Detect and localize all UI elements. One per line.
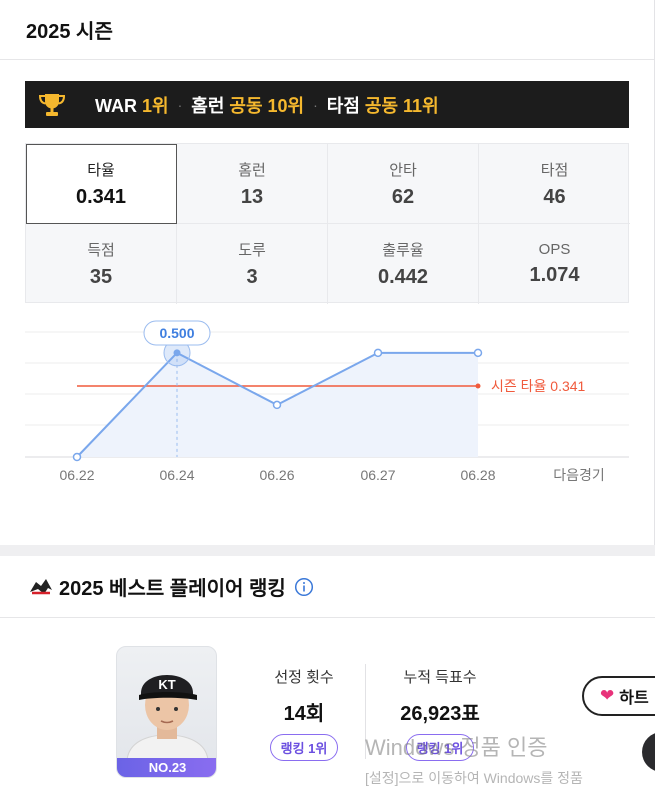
stat-value: 13 — [240, 185, 264, 208]
stat-value: 46 — [543, 185, 566, 208]
batting-average-chart: 시즌 타율 0.341 0.500 06.22 06.24 06.26 06.27 06.2… — [25, 320, 629, 483]
player-photo: KT — [126, 675, 209, 760]
x-tick-label: 06.24 — [159, 467, 194, 483]
player-number: NO.23 — [117, 758, 216, 777]
value-tooltip — [143, 320, 211, 346]
rank-homerun-value: 공동 10위 — [229, 95, 305, 116]
reference-label: 시즌 타율 0.341 — [491, 378, 586, 394]
stat-label: OPS — [538, 241, 571, 258]
stat-label: 출루율 — [382, 242, 424, 259]
rank-separator: · — [313, 96, 318, 113]
vote-count-value: 26,923표 — [400, 703, 480, 725]
trophy-icon — [38, 93, 66, 116]
x-tick-label: 06.26 — [259, 467, 294, 483]
stat-label: 도루 — [238, 242, 266, 259]
svg-text:KT: KT — [158, 677, 175, 692]
column-divider — [365, 664, 366, 759]
ranking-card: 2025 베스트 플레이어 랭킹 KT NO.23 선정 횟수 14회 랭킹 1… — [0, 556, 655, 796]
selection-count-value: 14회 — [283, 703, 325, 725]
season-title: 2025 시즌 — [26, 21, 113, 43]
heart-icon: ❤ — [600, 686, 615, 705]
stat-value: 0.442 — [377, 266, 429, 288]
vote-rank-badge: 랭킹 1위 — [405, 734, 475, 761]
x-tick-label: 06.27 — [360, 467, 395, 483]
data-point — [272, 400, 282, 410]
rank-war: WAR 1위 — [95, 92, 169, 118]
heart-button-label: 하트 — [619, 690, 649, 707]
stat-tab-homerun[interactable]: 홈런 13 — [177, 144, 328, 224]
rank-separator: · — [177, 96, 183, 113]
stat-value: 3 — [246, 266, 258, 288]
stats-grid: 타율 0.341 홈런 13 안타 62 타점 46 득점 35 도루 3 출루… — [25, 143, 630, 304]
stat-tab-ops[interactable]: OPS 1.074 — [479, 224, 630, 304]
stat-value: 0.341 — [75, 185, 127, 208]
data-point — [173, 349, 181, 357]
stat-tab-steals[interactable]: 도루 3 — [177, 224, 328, 304]
selection-count-column: 선정 횟수 14회 랭킹 1위 — [254, 666, 354, 761]
data-point — [72, 452, 82, 462]
data-point — [373, 348, 383, 358]
stat-value: 62 — [391, 185, 415, 208]
vote-count-label: 누적 득표수 — [403, 669, 477, 686]
data-point — [473, 348, 483, 358]
rank-rbi-label: 타점 — [326, 95, 360, 116]
x-tick-label: 06.22 — [59, 467, 94, 483]
stat-label: 타점 — [540, 161, 569, 179]
tooltip-value: 0.500 — [159, 325, 194, 341]
info-icon[interactable] — [294, 577, 314, 597]
selection-count-label: 선정 횟수 — [274, 669, 334, 686]
floating-action-button[interactable] — [642, 732, 655, 772]
stat-tab-rbi[interactable]: 타점 46 — [479, 144, 630, 224]
stat-tab-runs[interactable]: 득점 35 — [26, 224, 177, 304]
stat-label: 홈런 — [238, 161, 266, 179]
reference-end-dot — [475, 383, 481, 389]
team-logo-icon — [30, 578, 52, 594]
season-header: 2025 시즌 — [0, 0, 654, 60]
rank-war-value: 1위 — [142, 95, 169, 116]
next-game-label: 다음경기 — [553, 467, 605, 483]
ranking-title: 2025 베스트 플레이어 랭킹 — [59, 578, 286, 600]
rank-banner: WAR 1위 · 홈런 공동 10위 · 타점 공동 11위 — [25, 81, 629, 128]
ranking-header: 2025 베스트 플레이어 랭킹 — [0, 556, 655, 618]
stat-label: 안타 — [389, 161, 417, 179]
stat-label: 타율 — [87, 161, 115, 179]
rank-rbi-value: 공동 11위 — [364, 95, 439, 116]
heart-button[interactable]: ❤ 하트 — [582, 676, 655, 716]
stat-value: 1.074 — [529, 264, 580, 286]
rank-homerun-label: 홈런 — [191, 95, 225, 116]
stat-tab-obp[interactable]: 출루율 0.442 — [328, 224, 479, 304]
rank-war-label: WAR — [95, 95, 137, 116]
player-card[interactable]: KT NO.23 — [116, 646, 217, 778]
season-card: 2025 시즌 WAR 1위 · 홈런 공동 10위 · 타점 공동 11위 타… — [0, 0, 655, 545]
selection-rank-badge: 랭킹 1위 — [269, 734, 339, 761]
stat-tab-avg[interactable]: 타율 0.341 — [26, 144, 177, 224]
stat-label: 득점 — [87, 242, 115, 259]
rank-homerun: 홈런 공동 10위 — [191, 92, 304, 118]
rank-rbi: 타점 공동 11위 — [327, 92, 439, 118]
x-tick-label: 06.28 — [460, 467, 495, 483]
stat-value: 35 — [89, 266, 113, 288]
vote-count-column: 누적 득표수 26,923표 랭킹 1위 — [380, 666, 500, 761]
stat-tab-hits[interactable]: 안타 62 — [328, 144, 479, 224]
